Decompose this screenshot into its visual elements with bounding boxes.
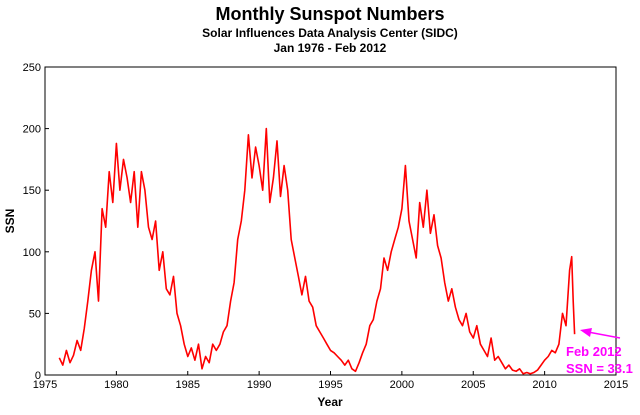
annotation-arrowhead xyxy=(580,328,592,337)
x-tick-label: 1995 xyxy=(318,379,342,391)
x-tick-label: 2000 xyxy=(390,379,414,391)
latest-value-annotation: Feb 2012 SSN = 33.1 xyxy=(566,328,633,376)
y-tick-label: 150 xyxy=(23,185,41,197)
x-tick-label: 2010 xyxy=(532,379,556,391)
x-tick-label: 1980 xyxy=(104,379,128,391)
plot-area xyxy=(44,66,617,376)
chart-subtitle: Solar Influences Data Analysis Center (S… xyxy=(202,26,458,40)
y-tick-label: 50 xyxy=(29,308,41,320)
y-tick-label: 250 xyxy=(23,62,41,74)
annotation-value: SSN = 33.1 xyxy=(566,361,633,376)
x-tick-label: 1985 xyxy=(176,379,200,391)
x-tick-label: 2015 xyxy=(604,379,628,391)
x-axis-label: Year xyxy=(317,395,343,409)
x-tick-label: 1975 xyxy=(33,379,57,391)
y-tick-label: 200 xyxy=(23,124,41,136)
annotation-date: Feb 2012 xyxy=(566,344,622,359)
y-axis-ticks: 0 50 100 150 200 250 xyxy=(23,62,49,382)
chart-date-range: Jan 1976 - Feb 2012 xyxy=(274,41,387,55)
y-tick-label: 100 xyxy=(23,247,41,259)
y-axis-label: SSN xyxy=(3,209,17,234)
sunspot-series-line xyxy=(58,127,576,375)
annotation-arrow-line xyxy=(587,331,621,339)
x-tick-label: 2005 xyxy=(461,379,485,391)
x-tick-label: 1990 xyxy=(247,379,271,391)
x-axis-ticks: 1975 1980 1985 1990 1995 2000 2005 2010 2015 xyxy=(33,371,628,391)
y-tick-label: 0 xyxy=(35,370,41,382)
chart-title: Monthly Sunspot Numbers xyxy=(216,4,445,24)
